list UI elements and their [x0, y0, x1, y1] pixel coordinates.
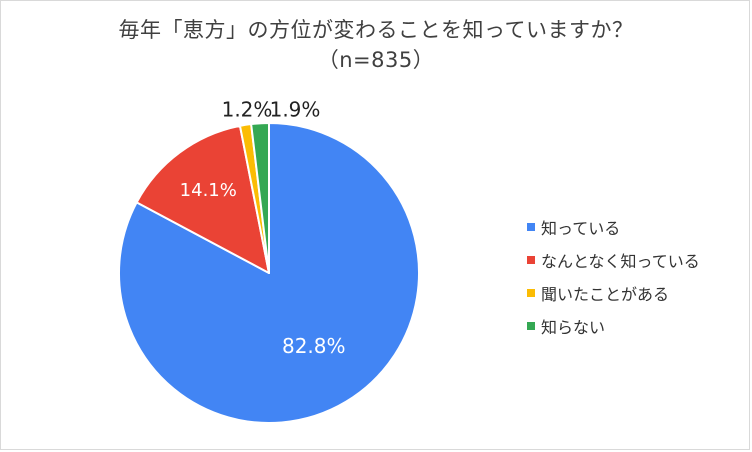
- pie-slice: [135, 124, 270, 274]
- legend-label: なんとなく知っている: [541, 251, 700, 271]
- chart-title-block: 毎年「恵方」の方位が変わることを知っていますか？ （n=835）: [1, 15, 751, 75]
- legend-swatch: [527, 288, 535, 297]
- pie-slice: [118, 122, 420, 424]
- legend-swatch: [527, 321, 535, 330]
- legend-label: 知っている: [541, 218, 621, 238]
- data-label: 1.9%: [270, 98, 321, 122]
- legend-item: なんとなく知っている: [527, 243, 700, 276]
- legend-item: 知らない: [527, 309, 700, 342]
- legend-swatch: [527, 255, 535, 264]
- legend-swatch: [527, 222, 535, 231]
- data-label: 1.2%: [222, 98, 273, 122]
- chart-subtitle: （n=835）: [317, 48, 435, 72]
- legend-item: 知っている: [527, 210, 700, 243]
- legend-label: 聞いたことがある: [541, 284, 670, 304]
- legend-item: 聞いたことがある: [527, 276, 700, 309]
- chart-title: 毎年「恵方」の方位が変わることを知っていますか？: [118, 18, 634, 42]
- legend-label: 知らない: [541, 317, 606, 337]
- legend: 知っているなんとなく知っている 聞いたことがある 知らない: [527, 210, 700, 342]
- data-label: 14.1%: [180, 180, 237, 201]
- data-label: 82.8%: [282, 334, 346, 358]
- pie-slice: [250, 122, 270, 274]
